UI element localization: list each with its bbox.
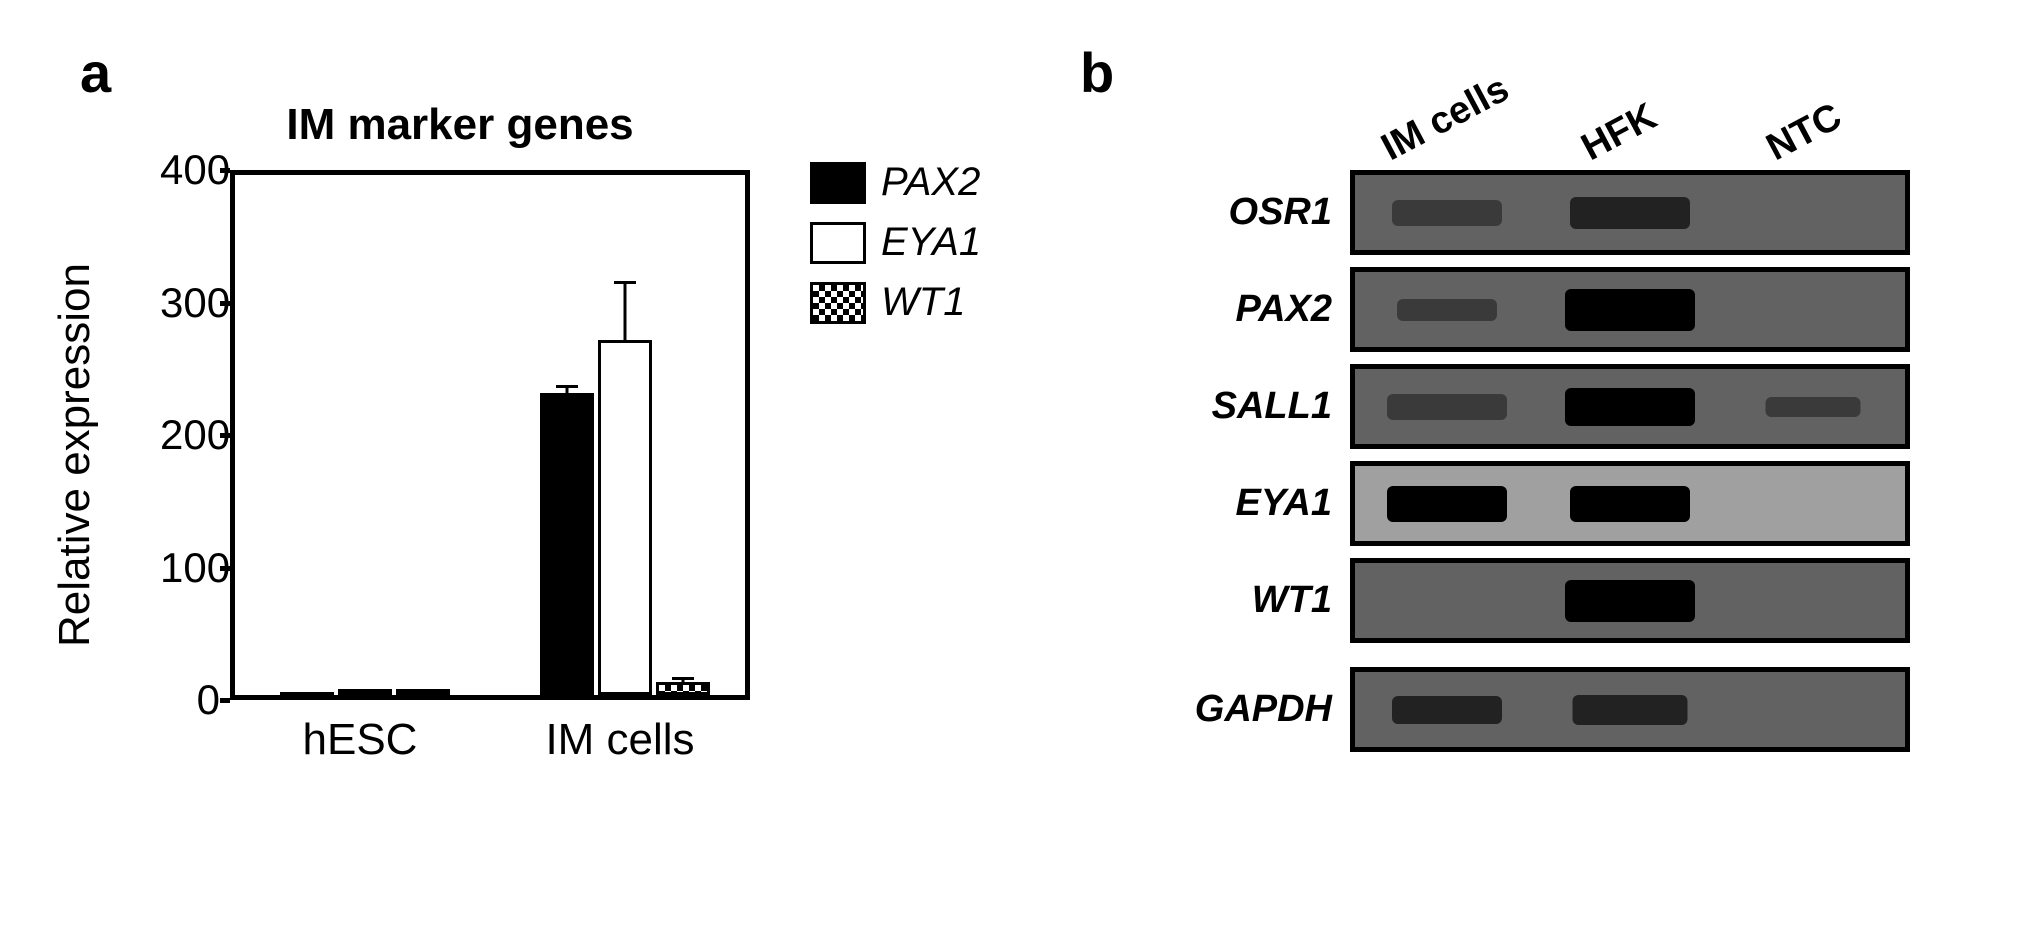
gel-col-label: IM cells — [1375, 68, 1516, 170]
y-tick-label: 100 — [160, 544, 220, 592]
gel-lane — [1538, 466, 1721, 541]
gel-lane — [1722, 466, 1905, 541]
panel-a-label: a — [80, 40, 111, 105]
gel-lane — [1538, 272, 1721, 347]
legend-swatch-checker — [810, 282, 866, 324]
gel-header: IM cells HFK NTC — [1360, 70, 1970, 170]
gel-strip — [1350, 667, 1910, 752]
y-tick-label: 300 — [160, 279, 220, 327]
bar — [396, 689, 450, 695]
y-tick-mark — [220, 698, 230, 703]
gel-lane — [1722, 272, 1905, 347]
gel-band — [1570, 486, 1690, 522]
gel-lane — [1538, 672, 1721, 747]
panel-b-label: b — [1080, 40, 1114, 105]
gel-row-label: SALL1 — [1170, 385, 1350, 428]
legend-item-pax2: PAX2 — [810, 160, 981, 205]
chart-title: IM marker genes — [180, 100, 740, 150]
gel-lane — [1355, 466, 1538, 541]
gel-lane — [1538, 563, 1721, 638]
gel-lane — [1355, 369, 1538, 444]
y-axis-label: Relative expression — [50, 263, 100, 647]
gel-strip — [1350, 461, 1910, 546]
y-tick-mark — [220, 433, 230, 438]
gel-band — [1570, 197, 1690, 229]
legend-swatch-open — [810, 222, 866, 264]
gel-lane — [1355, 672, 1538, 747]
x-tick-label: IM cells — [530, 715, 710, 765]
legend-swatch-solid — [810, 162, 866, 204]
gel-lane — [1355, 272, 1538, 347]
gel-lane — [1355, 175, 1538, 250]
error-cap — [614, 281, 636, 284]
y-tick-label: 200 — [160, 411, 220, 459]
gel-panel: IM cells HFK NTC OSR1 PAX2 SALL1 EYA1 WT1 GAP… — [1170, 70, 1970, 764]
bar-chart: IM marker genes Relative expression 0100… — [110, 100, 1010, 860]
gel-strip — [1350, 267, 1910, 352]
gel-row: WT1 — [1170, 558, 1970, 643]
gel-strip — [1350, 558, 1910, 643]
y-tick-mark — [220, 566, 230, 571]
gel-band — [1392, 200, 1502, 226]
gel-row-label: WT1 — [1170, 579, 1350, 622]
gel-row: OSR1 — [1170, 170, 1970, 255]
gel-band — [1392, 696, 1502, 724]
gel-col-label: NTC — [1760, 95, 1849, 170]
gel-rows: OSR1 PAX2 SALL1 EYA1 WT1 GAPDH — [1170, 170, 1970, 752]
gel-row-label: PAX2 — [1170, 288, 1350, 331]
error-cap — [556, 385, 578, 388]
bars-container — [235, 175, 745, 695]
legend-label: PAX2 — [881, 160, 980, 205]
legend-item-eya1: EYA1 — [810, 220, 981, 265]
gel-band — [1397, 299, 1497, 321]
gel-row-label: EYA1 — [1170, 482, 1350, 525]
error-bar — [624, 282, 627, 340]
gel-band — [1565, 289, 1695, 331]
gel-lane — [1722, 175, 1905, 250]
y-tick-mark — [220, 168, 230, 173]
legend-item-wt1: WT1 — [810, 280, 981, 325]
gel-lane — [1538, 369, 1721, 444]
gel-band — [1565, 580, 1695, 622]
chart-legend: PAX2 EYA1 WT1 — [810, 160, 981, 340]
y-tick-label: 400 — [160, 146, 220, 194]
gel-row: PAX2 — [1170, 267, 1970, 352]
gel-row-label: OSR1 — [1170, 191, 1350, 234]
gel-lane — [1722, 672, 1905, 747]
gel-band — [1572, 695, 1687, 725]
bar — [338, 689, 392, 695]
gel-band — [1387, 394, 1507, 420]
gel-band — [1766, 397, 1861, 417]
bar — [598, 340, 652, 695]
plot-box — [230, 170, 750, 700]
gel-col-label: HFK — [1575, 95, 1664, 170]
gel-row: EYA1 — [1170, 461, 1970, 546]
gel-lane — [1538, 175, 1721, 250]
gel-lane — [1722, 563, 1905, 638]
gel-strip — [1350, 170, 1910, 255]
gel-lane — [1722, 369, 1905, 444]
legend-label: EYA1 — [881, 220, 981, 265]
error-cap — [672, 677, 694, 680]
gel-strip — [1350, 364, 1910, 449]
legend-label: WT1 — [881, 280, 965, 325]
gel-band — [1565, 388, 1695, 426]
chart-area: Relative expression 0100200300400 hESCIM… — [110, 160, 810, 750]
x-tick-label: hESC — [270, 715, 450, 765]
gel-row-label: GAPDH — [1170, 688, 1350, 731]
gel-row: SALL1 — [1170, 364, 1970, 449]
gel-lane — [1355, 563, 1538, 638]
gel-band — [1387, 486, 1507, 522]
bar — [280, 692, 334, 695]
y-tick-mark — [220, 301, 230, 306]
y-tick-label: 0 — [160, 676, 220, 724]
bar — [656, 682, 710, 695]
bar — [540, 393, 594, 695]
gel-row: GAPDH — [1170, 667, 1970, 752]
